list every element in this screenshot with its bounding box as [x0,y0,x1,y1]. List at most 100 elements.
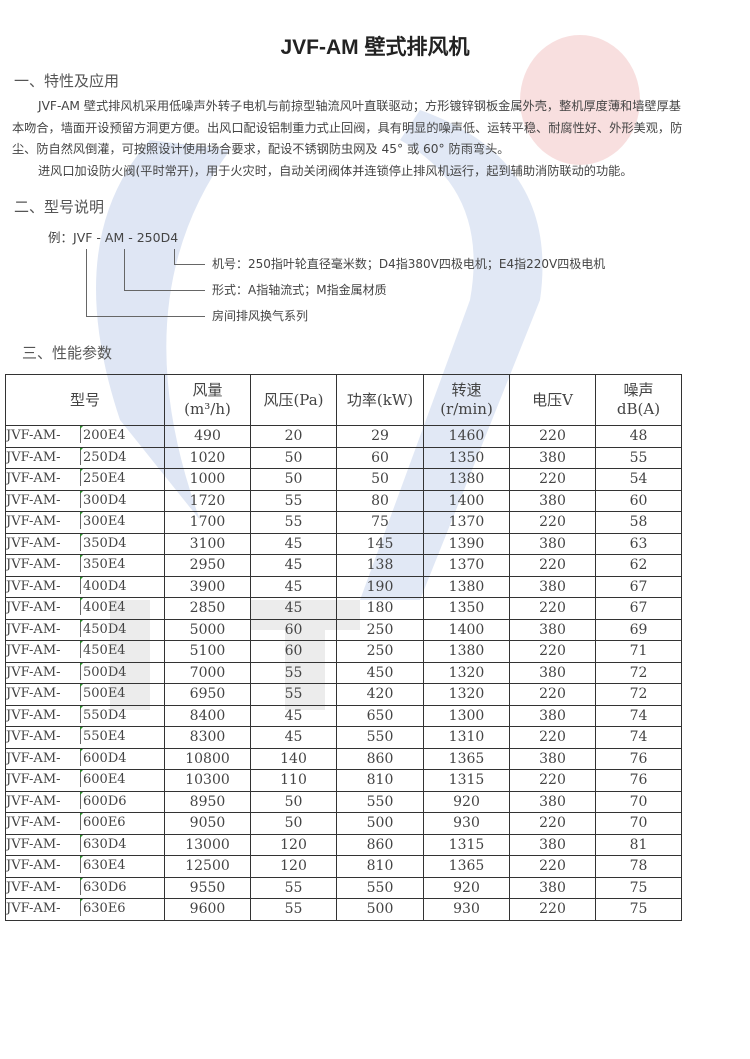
table-cell: 250 [336,618,424,641]
table-cell: 6950 [164,683,251,706]
table-cell: 1700 [164,511,251,534]
table-cell: 8950 [164,790,251,813]
table-row: JVF-AM- 550D4 8400 45 650 1300 380 74 [5,704,682,727]
table-cell: 2950 [164,554,251,577]
model-prefix: JVF-AM- [6,901,61,917]
table-cell: 1460 [423,425,510,448]
model-cell: JVF-AM- 450E4 [5,640,165,663]
table-row: JVF-AM- 350E4 2950 45 138 1370 220 62 [5,554,682,577]
table-cell: 67 [595,597,682,620]
table-cell: 1380 [423,468,510,491]
table-header-cell: 风压(Pa) [250,374,337,426]
section-heading-features: 一、特性及应用 [14,72,120,90]
table-cell: 138 [336,554,424,577]
model-cell: JVF-AM- 400E4 [5,597,165,620]
example-prefix: 例： [48,230,74,245]
model-suffix: 630D6 [80,879,127,895]
table-cell: 63 [595,532,682,555]
table-cell: 9600 [164,898,251,921]
model-suffix: 600E6 [80,815,126,831]
table-cell: 81 [595,833,682,856]
table-cell: 12500 [164,855,251,878]
table-header-cell: 风量 (m³/h) [164,374,251,426]
table-cell: 67 [595,575,682,598]
table-cell: 250 [336,640,424,663]
table-cell: 220 [509,812,596,835]
table-cell: 10800 [164,747,251,770]
table-cell: 55 [250,489,337,512]
model-prefix: JVF-AM- [6,449,61,465]
table-row: JVF-AM- 630D4 13000 120 860 1315 380 81 [5,833,682,856]
table-row: JVF-AM- 500D4 7000 55 450 1320 380 72 [5,661,682,684]
table-cell: 220 [509,554,596,577]
table-cell: 380 [509,575,596,598]
table-cell: 930 [423,812,510,835]
table-cell: 220 [509,683,596,706]
table-cell: 1370 [423,511,510,534]
model-cell: JVF-AM- 630D4 [5,833,165,856]
table-cell: 55 [250,898,337,921]
model-suffix: 350E4 [80,557,126,573]
model-cell: JVF-AM- 250D4 [5,446,165,469]
table-cell: 550 [336,726,424,749]
table-row: JVF-AM- 400E4 2850 45 180 1350 220 67 [5,597,682,620]
table-cell: 860 [336,747,424,770]
model-prefix: JVF-AM- [6,643,61,659]
table-cell: 45 [250,597,337,620]
table-cell: 920 [423,876,510,899]
header-label: dB(A) [616,400,661,418]
model-cell: JVF-AM- 600D6 [5,790,165,813]
table-cell: 1365 [423,855,510,878]
model-cell: JVF-AM- 350D4 [5,532,165,555]
table-cell: 220 [509,425,596,448]
table-row: JVF-AM- 600E4 10300 110 810 1315 220 76 [5,769,682,792]
table-cell: 50 [250,790,337,813]
table-cell: 76 [595,747,682,770]
model-cell: JVF-AM- 600E4 [5,769,165,792]
model-suffix: 450D4 [80,621,127,637]
table-cell: 380 [509,532,596,555]
table-cell: 1350 [423,446,510,469]
table-cell: 60 [595,489,682,512]
model-prefix: JVF-AM- [6,514,61,530]
table-cell: 380 [509,489,596,512]
table-cell: 1400 [423,618,510,641]
table-row: JVF-AM- 630D6 9550 55 550 920 380 75 [5,876,682,899]
table-cell: 380 [509,446,596,469]
table-cell: 60 [336,446,424,469]
model-prefix: JVF-AM- [6,664,61,680]
features-paragraph-2: 进风口加设防火阀(平时常开)，用于火灾时，自动关闭阀体并连锁停止排风机运行，起到… [12,161,692,183]
model-cell: JVF-AM- 600D4 [5,747,165,770]
header-label: 噪声 [623,381,654,399]
model-suffix: 300D4 [80,492,127,508]
table-row: JVF-AM- 450D4 5000 60 250 1400 380 69 [5,618,682,641]
table-row: JVF-AM- 300D4 1720 55 80 1400 380 60 [5,489,682,512]
example-part-series: JVF [73,230,93,245]
note-number: 机号：250指叶轮直径毫米数；D4指380V四极电机；E4指220V四极电机 [212,257,606,271]
model-suffix: 630D4 [80,836,127,852]
table-cell: 74 [595,726,682,749]
table-cell: 13000 [164,833,251,856]
table-cell: 76 [595,769,682,792]
example-part-number: 250D4 [136,230,179,245]
table-row: JVF-AM- 350D4 3100 45 145 1390 380 63 [5,532,682,555]
model-suffix: 300E4 [80,514,126,530]
model-prefix: JVF-AM- [6,707,61,723]
table-cell: 45 [250,532,337,555]
model-cell: JVF-AM- 550E4 [5,726,165,749]
table-cell: 490 [164,425,251,448]
table-cell: 75 [336,511,424,534]
header-label: (r/min) [440,400,493,418]
table-cell: 120 [250,855,337,878]
table-row: JVF-AM- 550E4 8300 45 550 1310 220 74 [5,726,682,749]
model-suffix: 250D4 [80,449,127,465]
table-cell: 55 [250,661,337,684]
table-header-cell: 型号 [5,374,165,426]
model-cell: JVF-AM- 300D4 [5,489,165,512]
table-cell: 50 [250,812,337,835]
table-cell: 220 [509,640,596,663]
table-row: JVF-AM- 600D4 10800 140 860 1365 380 76 [5,747,682,770]
table-cell: 1320 [423,661,510,684]
table-header-cell: 电压V [509,374,596,426]
table-cell: 5000 [164,618,251,641]
